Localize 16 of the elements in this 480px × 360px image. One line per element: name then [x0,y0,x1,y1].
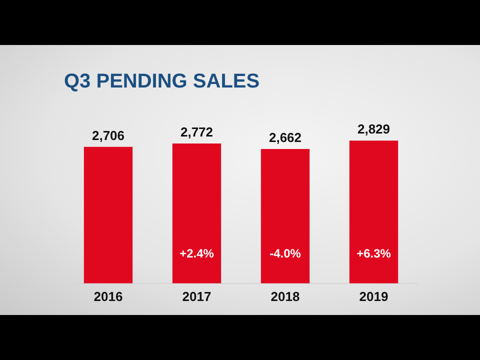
bar [172,144,222,284]
x-tick-label: 2016 [94,288,123,304]
bar [260,149,310,284]
x-tick-label: 2017 [182,288,212,304]
annotation: +6.3% [356,246,392,261]
bar [349,140,398,284]
x-tick-label: 2018 [270,288,300,304]
annotation: +2.4% [180,246,214,261]
chart-title: Q3 PENDING SALES [64,70,260,93]
bar [84,146,133,284]
annotation: -4.0% [270,246,302,261]
x-tick-label: 2019 [359,288,388,304]
data-label: 2,706 [92,128,125,143]
data-label: 2,772 [180,124,214,140]
data-label: 2,829 [357,122,390,137]
data-label: 2,662 [268,130,302,146]
